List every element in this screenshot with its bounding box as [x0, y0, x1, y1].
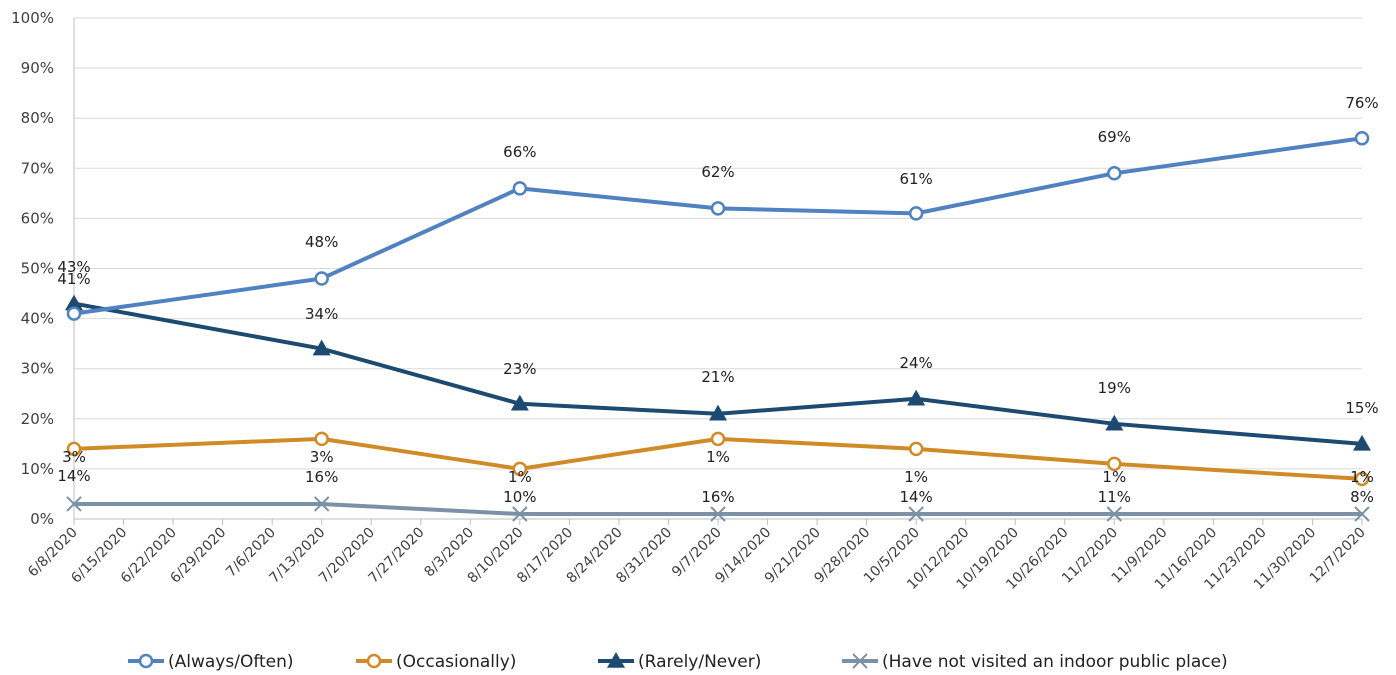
- data-label: 34%: [305, 305, 338, 323]
- data-point: [1106, 506, 1123, 522]
- data-point: [313, 496, 330, 512]
- data-point: [1354, 506, 1370, 522]
- data-label: 19%: [1098, 379, 1131, 397]
- data-label: 3%: [310, 448, 334, 466]
- data-point: [908, 441, 924, 457]
- legend-marker: [852, 653, 868, 669]
- legend-item: (Have not visited an indoor public place…: [842, 652, 1228, 672]
- gridlines: [74, 17, 1362, 470]
- data-point: [510, 394, 529, 411]
- data-label: 69%: [1098, 128, 1131, 146]
- data-point: [66, 496, 82, 512]
- y-tick-label: 80%: [21, 109, 54, 127]
- data-label: 1%: [904, 468, 928, 486]
- legend-item: (Always/Often): [128, 652, 294, 672]
- data-label: 62%: [701, 163, 734, 181]
- data-label: 3%: [62, 448, 86, 466]
- axes: [73, 18, 1363, 525]
- data-label: 15%: [1345, 399, 1378, 417]
- y-tick-label: 100%: [11, 9, 54, 27]
- y-tick-label: 10%: [21, 460, 54, 478]
- data-label: 16%: [305, 468, 338, 486]
- data-point: [710, 506, 726, 522]
- legend-label: (Have not visited an indoor public place…: [882, 652, 1228, 672]
- data-label: 1%: [1350, 468, 1374, 486]
- data-label: 8%: [1350, 488, 1374, 506]
- data-point: [512, 181, 528, 196]
- data-label: 43%: [57, 258, 90, 276]
- y-tick-label: 20%: [21, 410, 54, 428]
- data-label: 76%: [1345, 94, 1378, 112]
- data-point: [512, 461, 528, 477]
- data-label: 11%: [1098, 488, 1131, 506]
- data-point: [66, 441, 82, 457]
- y-tick-label: 70%: [21, 159, 54, 177]
- data-label: 16%: [701, 488, 734, 506]
- legend-item: (Occasionally): [356, 652, 516, 672]
- legend-item: (Rarely/Never): [598, 652, 761, 672]
- data-point: [65, 294, 83, 311]
- data-point: [1107, 166, 1122, 181]
- data-point: [710, 201, 726, 216]
- legend-marker: [366, 653, 382, 669]
- legend-marker: [607, 652, 625, 668]
- legend-label: (Rarely/Never): [638, 652, 761, 672]
- data-label: 66%: [503, 143, 536, 161]
- data-point: [709, 404, 727, 421]
- data-point: [908, 206, 924, 221]
- data-point: [1354, 130, 1370, 146]
- data-label: 48%: [305, 233, 338, 251]
- data-point: [1354, 471, 1370, 487]
- data-point: [907, 389, 926, 406]
- data-point: [1107, 456, 1122, 472]
- data-point: [312, 339, 331, 356]
- y-tick-label: 60%: [21, 209, 54, 227]
- data-label: 24%: [899, 354, 932, 372]
- data-label: 61%: [899, 170, 932, 188]
- data-point: [314, 431, 329, 447]
- series-lines: [65, 130, 1371, 522]
- data-point: [512, 506, 528, 522]
- y-tick-label: 90%: [21, 59, 54, 77]
- data-point: [314, 271, 329, 286]
- data-label: 1%: [706, 448, 730, 466]
- y-tick-label: 0%: [30, 510, 54, 528]
- data-label: 10%: [503, 488, 536, 506]
- data-label: 14%: [57, 467, 90, 485]
- y-tick-label: 50%: [21, 260, 54, 278]
- data-label: 23%: [503, 360, 536, 378]
- data-labels: 41% 48% 66% 62% 61% 69% 76% 43% 34% 23% 21% 24% 19% 1…: [57, 94, 1378, 506]
- data-point: [1105, 414, 1124, 431]
- data-label: 1%: [1102, 468, 1126, 486]
- data-label: 21%: [701, 368, 734, 386]
- y-tick-label: 30%: [21, 360, 54, 378]
- data-point: [66, 306, 82, 321]
- x-axis-tick-labels: 6/8/20206/15/20206/22/20206/29/20207/6/2…: [25, 525, 1369, 593]
- data-point: [710, 431, 726, 447]
- y-tick-label: 40%: [21, 310, 54, 328]
- legend: (Always/Often) (Occasionally) (Rarely/Neve…: [128, 652, 1228, 672]
- data-label: 14%: [899, 488, 932, 506]
- legend-label: (Always/Often): [168, 652, 294, 672]
- legend-marker: [138, 653, 154, 669]
- legend-label: (Occasionally): [396, 652, 516, 672]
- y-axis-tick-labels: 0% 10% 20% 30% 40% 50% 60% 70% 80% 90% 100%: [11, 9, 54, 528]
- data-point: [908, 506, 924, 522]
- data-label: 41%: [57, 270, 90, 288]
- data-point: [1353, 434, 1371, 451]
- data-label: 1%: [508, 468, 532, 486]
